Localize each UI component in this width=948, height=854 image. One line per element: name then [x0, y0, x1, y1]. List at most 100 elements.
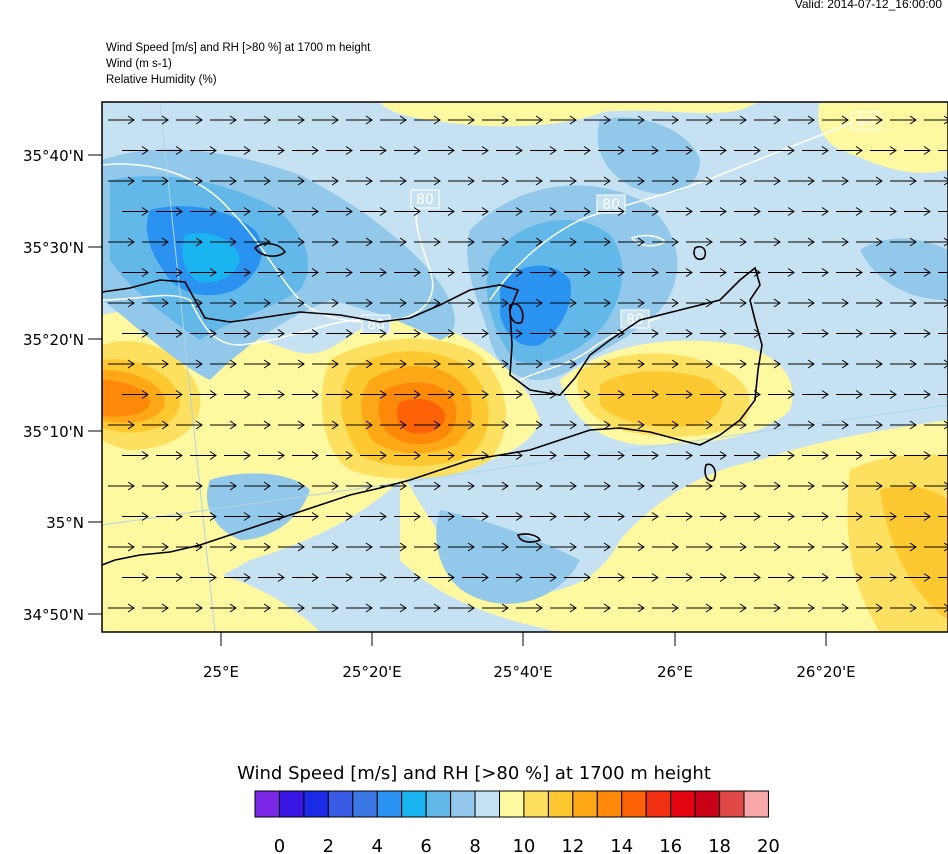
wind-arrow [346, 603, 373, 613]
wind-arrow [618, 115, 645, 125]
wind-arrow [312, 542, 339, 552]
wind-arrow [822, 359, 849, 369]
wind-arrow [108, 481, 135, 491]
lat-label: 35°20'N [23, 331, 84, 349]
wind-arrow [836, 635, 862, 643]
wind-arrow [734, 207, 761, 216]
colorbar-tick-label: 10 [512, 836, 535, 854]
wind-arrow [360, 512, 387, 521]
wind-arrow [618, 359, 645, 369]
wind-arrow [632, 635, 658, 643]
wind-arrow [686, 359, 713, 369]
wind-arrow [210, 176, 237, 186]
lat-label: 35°N [46, 514, 84, 532]
wind-arrow [278, 115, 305, 125]
wind-arrow [278, 359, 305, 369]
wind-arrow [904, 635, 930, 643]
axis-ticks [88, 154, 827, 646]
wind-arrow [564, 146, 591, 155]
wind-arrow [292, 329, 319, 338]
wind-arrow [210, 115, 237, 125]
wind-arrow [428, 207, 455, 216]
wind-arrow [890, 298, 917, 308]
wind-vector-field [108, 115, 948, 643]
wind-arrow [448, 542, 475, 552]
latitude-labels: 35°40'N 35°30'N 35°20'N 35°10'N 35°N 34°… [23, 147, 84, 624]
wind-arrow [258, 635, 284, 643]
colorbar-swatch [670, 790, 696, 818]
wind-arrow [666, 390, 693, 399]
wind-arrow [360, 146, 387, 155]
wind-arrow [666, 329, 693, 338]
wind-arrow [788, 481, 815, 491]
wind-arrow [550, 420, 577, 430]
wind-arrow [632, 268, 659, 277]
wind-arrow [176, 115, 203, 125]
wind-arrow [836, 207, 863, 216]
wind-arrow [734, 390, 761, 399]
wind-arrow [156, 512, 183, 521]
wind-arrow [720, 115, 747, 125]
wind-arrow [904, 268, 931, 277]
wind-arrow [720, 176, 747, 186]
wind-arrow [462, 207, 489, 216]
wind-arrow [686, 115, 713, 125]
wind-arrow [836, 451, 863, 460]
wind-arrow [754, 298, 781, 308]
colorbar-swatch [621, 790, 647, 818]
wind-arrow [394, 146, 421, 155]
wind-arrow [448, 115, 475, 125]
wind-arrow [108, 603, 135, 613]
colorbar-swatch [596, 790, 623, 818]
wind-arrow [598, 451, 625, 460]
wind-arrow [224, 451, 251, 460]
wind-arrow [856, 420, 883, 430]
wind-arrow [530, 512, 557, 521]
wind-arrow [700, 329, 727, 338]
wind-arrow [224, 329, 251, 338]
wind-arrow [530, 451, 557, 460]
colorbar-tick-label: 0 [274, 836, 285, 854]
wind-arrow [414, 115, 441, 125]
wind-arrow [380, 603, 407, 613]
wind-arrow [210, 420, 237, 430]
colorbar-tick-label: 8 [469, 836, 480, 854]
wind-arrow [632, 451, 659, 460]
wind-arrow [462, 268, 489, 277]
wind-arrow [122, 512, 149, 521]
wind-arrow [584, 481, 611, 491]
wind-arrow [516, 115, 543, 125]
wind-arrow [686, 481, 713, 491]
wind-arrow [890, 176, 917, 186]
wind-arrow [380, 481, 407, 491]
wind-arrow [360, 329, 387, 338]
colorbar-swatches [254, 790, 769, 818]
wind-arrow [516, 176, 543, 186]
wind-arrow [278, 237, 305, 247]
wind-arrow [258, 329, 285, 338]
wind-arrow [176, 603, 203, 613]
wind-arrow [550, 481, 577, 491]
wind-arrow [598, 329, 625, 338]
wind-arrow [836, 329, 863, 338]
wind-arrow [822, 603, 849, 613]
wind-arrow [924, 603, 948, 613]
wind-arrow [176, 481, 203, 491]
wind-arrow [292, 512, 319, 521]
rh-label-4: 80 [626, 312, 644, 328]
wind-arrow [754, 542, 781, 552]
lon-label: 25°E [203, 663, 239, 681]
wind-arrow [754, 115, 781, 125]
wind-arrow [326, 573, 353, 582]
wind-arrow [108, 176, 135, 186]
wind-arrow [278, 420, 305, 430]
wind-arrow [788, 420, 815, 430]
wind-arrow [122, 451, 149, 460]
wind-arrow [584, 359, 611, 369]
wind-arrow [938, 635, 948, 643]
wind-arrow [496, 268, 523, 277]
wind-arrow [414, 420, 441, 430]
wind-arrow [394, 329, 421, 338]
wind-arrow [122, 207, 149, 216]
wind-arrow [822, 237, 849, 247]
